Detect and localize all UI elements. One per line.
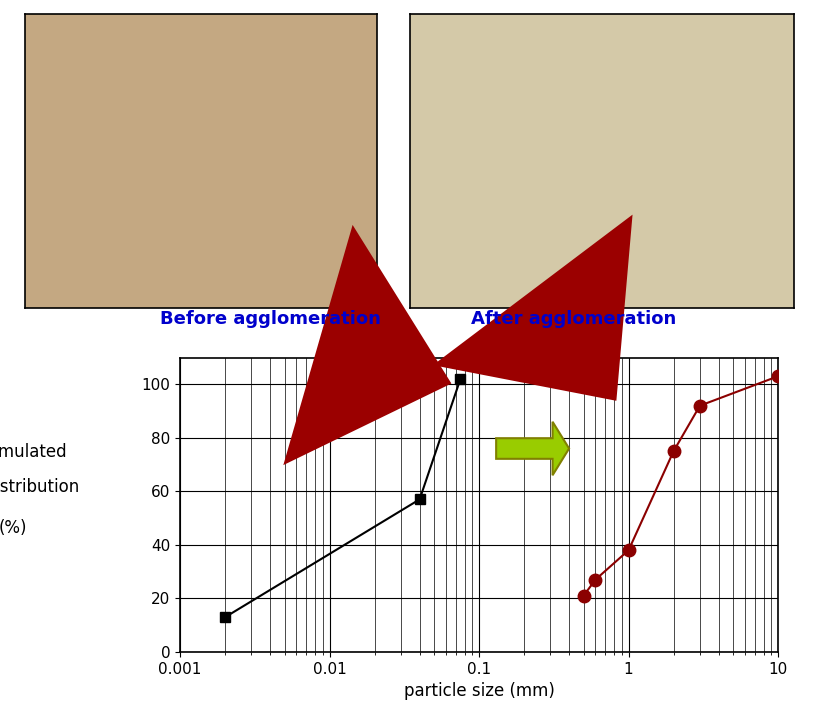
Text: (%): (%) (0, 519, 27, 537)
X-axis label: particle size (mm): particle size (mm) (404, 682, 554, 700)
Text: After agglomeration: After agglomeration (471, 310, 676, 328)
Polygon shape (496, 422, 569, 475)
Text: size distribution: size distribution (0, 478, 79, 496)
Text: Before agglomeration: Before agglomeration (160, 310, 381, 328)
Text: Accumulated: Accumulated (0, 443, 67, 461)
